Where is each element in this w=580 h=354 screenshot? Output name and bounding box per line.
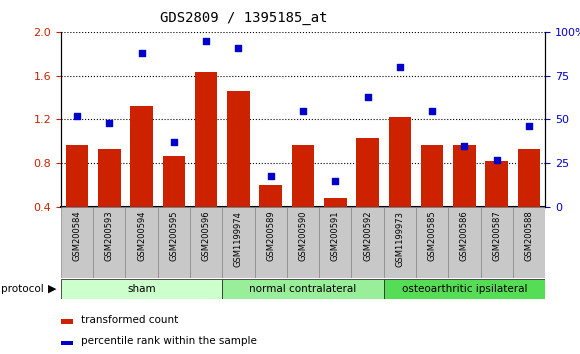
Bar <box>485 161 508 207</box>
Point <box>234 45 243 51</box>
Point <box>266 173 276 178</box>
Point <box>395 64 404 70</box>
Bar <box>222 279 384 299</box>
Bar <box>255 207 287 278</box>
Text: ▶: ▶ <box>48 284 57 294</box>
Text: GSM200593: GSM200593 <box>105 211 114 261</box>
Text: GSM200584: GSM200584 <box>72 211 82 261</box>
Text: GSM200592: GSM200592 <box>363 211 372 261</box>
Bar <box>351 207 384 278</box>
Bar <box>158 207 190 278</box>
Bar <box>66 145 88 207</box>
Bar <box>222 207 255 278</box>
Text: GSM200594: GSM200594 <box>137 211 146 261</box>
Text: GSM200587: GSM200587 <box>492 211 501 261</box>
Bar <box>195 72 218 207</box>
Text: GSM200588: GSM200588 <box>524 211 534 261</box>
Point <box>72 113 82 119</box>
Bar <box>61 207 93 278</box>
Bar <box>162 156 185 207</box>
Text: GSM200586: GSM200586 <box>460 211 469 261</box>
Bar <box>60 341 73 345</box>
Bar <box>421 145 444 207</box>
Point <box>524 124 534 129</box>
Bar <box>416 207 448 278</box>
Point <box>201 38 211 44</box>
Bar <box>60 319 73 324</box>
Point <box>492 157 501 162</box>
Point <box>137 50 146 56</box>
Text: normal contralateral: normal contralateral <box>249 284 357 294</box>
Bar <box>384 279 545 299</box>
Bar <box>481 207 513 278</box>
Text: GSM200585: GSM200585 <box>427 211 437 261</box>
Text: GSM200590: GSM200590 <box>299 211 307 261</box>
Point <box>331 178 340 184</box>
Bar <box>513 207 545 278</box>
Text: protocol: protocol <box>1 284 44 294</box>
Bar <box>190 207 222 278</box>
Bar <box>227 91 250 207</box>
Bar <box>518 149 541 207</box>
Bar <box>130 106 153 207</box>
Point <box>298 108 307 114</box>
Text: percentile rank within the sample: percentile rank within the sample <box>81 336 257 346</box>
Bar <box>319 207 351 278</box>
Point <box>104 120 114 126</box>
Bar <box>61 279 222 299</box>
Text: GSM1199974: GSM1199974 <box>234 211 243 267</box>
Bar <box>453 145 476 207</box>
Bar <box>259 185 282 207</box>
Text: GDS2809 / 1395185_at: GDS2809 / 1395185_at <box>160 11 327 25</box>
Point <box>169 139 179 145</box>
Point <box>363 94 372 99</box>
Text: GSM200595: GSM200595 <box>169 211 179 261</box>
Bar <box>93 207 125 278</box>
Bar <box>389 117 411 207</box>
Bar <box>356 138 379 207</box>
Point <box>427 108 437 114</box>
Bar <box>287 207 319 278</box>
Text: GSM200591: GSM200591 <box>331 211 340 261</box>
Bar <box>292 145 314 207</box>
Text: GSM200589: GSM200589 <box>266 211 276 261</box>
Bar <box>384 207 416 278</box>
Bar <box>324 198 347 207</box>
Text: osteoarthritic ipsilateral: osteoarthritic ipsilateral <box>402 284 527 294</box>
Text: transformed count: transformed count <box>81 315 178 325</box>
Bar <box>98 149 121 207</box>
Text: GSM1199973: GSM1199973 <box>396 211 404 267</box>
Bar <box>125 207 158 278</box>
Text: GSM200596: GSM200596 <box>202 211 211 261</box>
Point <box>460 143 469 149</box>
Text: sham: sham <box>127 284 156 294</box>
Bar <box>448 207 481 278</box>
